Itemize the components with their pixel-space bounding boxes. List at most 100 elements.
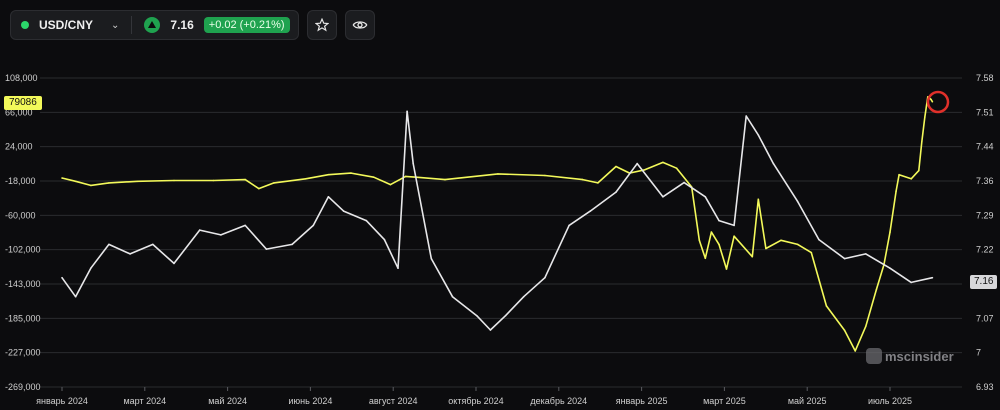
highlight-circle <box>926 90 950 114</box>
x-tick-label: октябрь 2024 <box>448 396 503 406</box>
data-point <box>342 210 345 212</box>
chart-grid <box>40 77 962 388</box>
data-point <box>220 234 222 236</box>
watch-button[interactable] <box>344 10 375 40</box>
data-point <box>212 179 215 182</box>
x-tick-label: март 2025 <box>703 396 746 406</box>
divider <box>131 16 133 34</box>
chart-series <box>61 96 934 352</box>
data-point <box>173 262 175 265</box>
x-tick-label: декабрь 2024 <box>530 396 587 406</box>
x-tick-label: июль 2025 <box>868 396 912 406</box>
data-point <box>444 178 446 181</box>
data-point <box>843 329 846 332</box>
data-point <box>772 162 775 165</box>
x-tick-label: июнь 2024 <box>288 396 332 406</box>
brand-logo-icon <box>866 348 882 364</box>
series-line-2 <box>61 110 933 331</box>
left-tick-label: -269,000 <box>5 382 41 392</box>
arrow-up-icon <box>144 17 161 33</box>
data-point <box>244 224 246 227</box>
data-point <box>312 224 315 227</box>
right-tick-label: 6.93 <box>976 382 994 392</box>
data-point <box>733 235 735 237</box>
data-point <box>61 177 63 179</box>
right-tick-label: 7.44 <box>976 142 994 152</box>
data-point <box>757 198 760 201</box>
data-point <box>412 162 415 165</box>
data-point <box>675 167 678 169</box>
data-point <box>489 329 492 331</box>
data-point <box>910 178 912 180</box>
data-point <box>291 243 293 246</box>
data-point <box>136 180 139 183</box>
current-price: 7.16 <box>170 18 194 32</box>
x-tick-label: май 2024 <box>208 396 247 406</box>
data-point <box>74 295 77 298</box>
data-point <box>745 115 747 117</box>
data-point <box>365 219 368 222</box>
data-point <box>765 247 767 250</box>
data-point <box>108 243 110 246</box>
data-point <box>615 165 617 168</box>
price-change-badge: +0.02 (+0.21%) <box>203 17 290 33</box>
data-point <box>931 100 934 103</box>
data-point <box>718 243 720 246</box>
series-line-1 <box>61 96 934 352</box>
data-point <box>698 239 701 242</box>
data-point <box>504 314 507 317</box>
data-point <box>796 243 799 246</box>
data-point <box>430 257 433 260</box>
data-point <box>931 276 934 279</box>
data-point <box>889 231 891 233</box>
left-tick-label: -143,000 <box>5 279 41 289</box>
data-point <box>544 276 546 279</box>
data-point <box>581 178 584 181</box>
ticker-selector[interactable]: USD/CNY ⌄ 7.16 +0.02 (+0.21%) <box>10 10 299 40</box>
watermark-text: mscinsider <box>885 348 954 364</box>
data-point <box>780 239 782 242</box>
data-point <box>383 238 386 241</box>
x-tick-label: январь 2025 <box>616 396 668 406</box>
right-tick-label: 7.22 <box>976 245 994 255</box>
data-point <box>889 267 891 270</box>
data-point <box>898 173 900 176</box>
right-tick-label: 7.58 <box>976 73 994 83</box>
data-point <box>597 182 599 184</box>
x-tick-label: март 2024 <box>123 396 166 406</box>
data-point <box>644 169 646 171</box>
chevron-down-icon[interactable]: ⌄ <box>111 19 120 31</box>
data-point <box>265 248 268 250</box>
left-axis: 108,000 66,000 24,000 -18,000 -60,000 -102,00… <box>5 73 41 392</box>
data-point <box>61 276 63 279</box>
x-tick-label: январь 2024 <box>36 396 88 406</box>
data-point <box>152 243 154 246</box>
favorite-button[interactable] <box>306 10 337 40</box>
left-tick-label: -185,000 <box>5 313 41 323</box>
data-point <box>796 200 799 203</box>
data-point <box>865 325 867 328</box>
data-point <box>389 183 392 186</box>
data-point <box>244 178 246 181</box>
data-point <box>825 305 828 307</box>
data-point <box>522 295 525 298</box>
data-point <box>373 176 375 178</box>
data-point <box>568 224 570 227</box>
data-point <box>662 196 664 198</box>
data-point <box>258 187 260 190</box>
data-point <box>718 219 720 222</box>
ticker-symbol: USD/CNY <box>39 18 94 32</box>
data-point <box>74 180 77 183</box>
data-point <box>273 182 275 184</box>
right-tick-label: 7.51 <box>976 107 994 117</box>
data-point <box>476 314 478 317</box>
right-value-badge: 7.16 <box>970 275 998 289</box>
eye-icon <box>352 21 368 29</box>
data-point <box>497 173 499 175</box>
data-point <box>930 98 932 101</box>
left-tick-label: -102,000 <box>5 245 41 255</box>
data-point <box>350 172 352 174</box>
watermark: mscinsider <box>866 348 954 364</box>
data-point <box>751 255 754 258</box>
